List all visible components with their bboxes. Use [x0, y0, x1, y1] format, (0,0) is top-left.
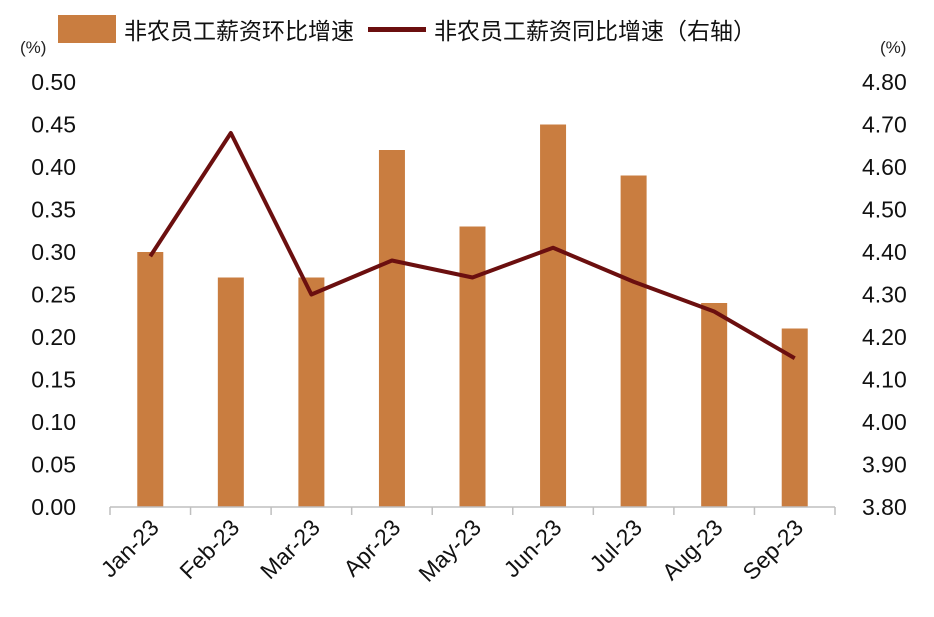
x-tick-label: Jun-23	[498, 514, 566, 582]
left-tick-label: 0.20	[31, 324, 76, 350]
bar-Feb-23	[217, 277, 244, 507]
right-tick-label: 4.00	[862, 409, 907, 435]
left-tick-label: 0.15	[31, 367, 76, 393]
bar-Apr-23	[378, 150, 405, 507]
left-tick-label: 0.35	[31, 197, 76, 223]
right-tick-label: 4.60	[862, 154, 907, 180]
bar-May-23	[459, 226, 486, 507]
right-tick-label: 4.50	[862, 197, 907, 223]
x-tick-label: Feb-23	[174, 514, 244, 584]
left-axis-unit: (%)	[20, 38, 47, 57]
x-tick-label: Jan-23	[96, 514, 164, 582]
right-tick-label: 4.80	[862, 69, 907, 95]
legend-bar-label: 非农员工薪资环比增速	[124, 19, 354, 45]
legend: 非农员工薪资环比增速 非农员工薪资同比增速（右轴）	[58, 12, 756, 46]
right-tick-label: 4.40	[862, 239, 907, 265]
right-tick-label: 4.10	[862, 367, 907, 393]
left-tick-label: 0.10	[31, 409, 76, 435]
legend-line-swatch	[368, 26, 426, 32]
bar-Jul-23	[620, 175, 647, 507]
legend-bar-swatch	[58, 15, 116, 43]
left-tick-label: 0.50	[31, 69, 76, 95]
x-tick-label: Aug-23	[657, 514, 728, 585]
right-tick-label: 4.30	[862, 282, 907, 308]
right-tick-label: 4.70	[862, 112, 907, 138]
legend-line-label: 非农员工薪资同比增速（右轴）	[434, 19, 756, 45]
right-axis-unit: (%)	[880, 38, 907, 57]
right-tick-label: 3.90	[862, 452, 907, 478]
right-tick-label: 4.20	[862, 324, 907, 350]
left-tick-label: 0.00	[31, 494, 76, 520]
bar-Jan-23	[137, 252, 164, 507]
left-tick-label: 0.25	[31, 282, 76, 308]
bar-Mar-23	[298, 277, 325, 507]
left-tick-label: 0.40	[31, 154, 76, 180]
bar-Aug-23	[701, 303, 728, 507]
left-tick-label: 0.05	[31, 452, 76, 478]
x-tick-label: Apr-23	[338, 514, 405, 581]
x-tick-label: Mar-23	[255, 514, 325, 584]
bar-Jun-23	[540, 124, 567, 507]
x-tick-label: Sep-23	[737, 514, 808, 585]
left-tick-label: 0.45	[31, 112, 76, 138]
left-tick-label: 0.30	[31, 239, 76, 265]
right-tick-label: 3.80	[862, 494, 907, 520]
x-tick-label: May-23	[413, 514, 486, 587]
x-tick-label: Jul-23	[584, 514, 647, 577]
